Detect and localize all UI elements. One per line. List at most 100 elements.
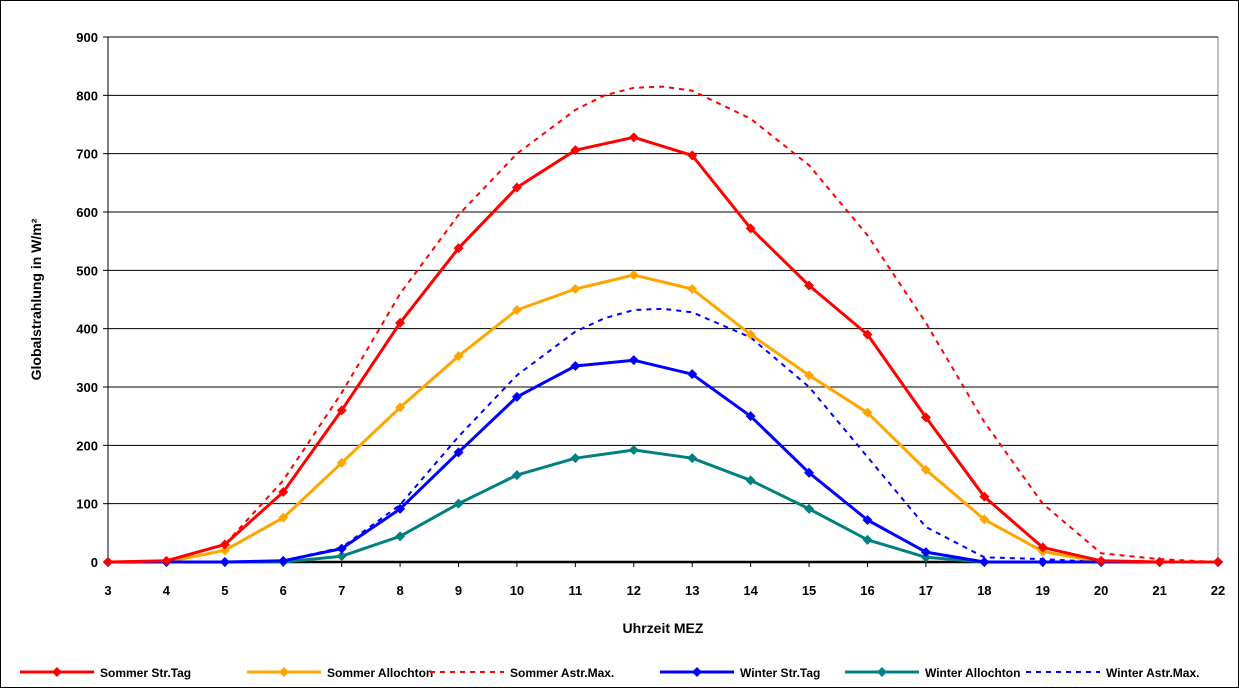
x-tick-label: 3 (104, 583, 111, 598)
data-point (979, 514, 990, 525)
y-tick-label: 600 (76, 205, 98, 220)
data-point (336, 457, 347, 468)
x-tick-label: 6 (280, 583, 287, 598)
x-tick-label: 20 (1094, 583, 1108, 598)
y-tick-label: 700 (76, 147, 98, 162)
data-point (453, 498, 464, 509)
data-point (278, 512, 289, 523)
legend-item-4: Winter Allochton (845, 666, 1020, 680)
x-tick-label: 16 (860, 583, 874, 598)
x-tick-label: 18 (977, 583, 991, 598)
data-point (161, 555, 172, 566)
data-point (862, 407, 873, 418)
data-point (511, 391, 522, 402)
data-point (862, 329, 873, 340)
data-point (453, 351, 464, 362)
legend-item-5: Winter Astr.Max. (1026, 666, 1199, 680)
series-line (108, 273, 1218, 564)
data-point (920, 412, 931, 423)
data-point (745, 411, 756, 422)
y-axis-label: Globalstrahlung in W/m² (28, 218, 44, 380)
x-tick-label: 22 (1211, 583, 1225, 598)
data-point (1154, 557, 1165, 567)
data-point (628, 132, 639, 143)
data-point (687, 284, 698, 294)
data-point (336, 405, 347, 416)
data-point (804, 370, 815, 381)
data-point (570, 453, 581, 464)
legend-marker (877, 667, 887, 677)
series-line (108, 358, 1218, 564)
x-tick-label: 19 (1036, 583, 1050, 598)
legend-label: Winter Astr.Max. (1106, 666, 1199, 680)
data-point (628, 445, 639, 455)
data-point (511, 182, 522, 193)
y-tick-label: 900 (76, 30, 98, 45)
legend-item-1: Sommer Allochton (247, 666, 433, 680)
data-point (1213, 557, 1223, 567)
x-tick-label: 4 (163, 583, 171, 598)
x-tick-label: 15 (802, 583, 816, 598)
legend-marker (692, 667, 702, 677)
data-point (1037, 557, 1048, 567)
legend-label: Sommer Str.Tag (100, 666, 191, 680)
data-point (920, 552, 931, 563)
y-tick-label: 400 (76, 322, 98, 337)
legend-label: Sommer Astr.Max. (510, 666, 614, 680)
series-line (108, 307, 1218, 563)
y-tick-label: 200 (76, 438, 98, 453)
data-point (804, 467, 815, 478)
y-tick-label: 0 (91, 555, 98, 570)
data-point (920, 464, 931, 475)
data-point (453, 243, 464, 254)
data-point (278, 487, 289, 497)
plot-area (107, 36, 1219, 563)
data-point (687, 453, 698, 464)
data-point (395, 402, 406, 413)
data-point (570, 284, 581, 294)
y-tick-label: 500 (76, 263, 98, 278)
data-point (628, 270, 639, 280)
data-point (395, 531, 406, 542)
data-point (570, 361, 581, 371)
data-point (570, 145, 581, 156)
x-tick-label: 7 (338, 583, 345, 598)
data-point (628, 355, 639, 366)
x-tick-label: 9 (455, 583, 462, 598)
x-tick-label: 17 (919, 583, 933, 598)
y-tick-label: 100 (76, 497, 98, 512)
data-point (920, 547, 931, 558)
y-tick-labels: 0 100 200 300 400 500 600 700 800 900 (76, 30, 98, 570)
data-point (804, 503, 815, 514)
data-point (395, 317, 406, 328)
y-tick-label: 300 (76, 380, 98, 395)
data-point (687, 369, 698, 380)
data-point (745, 329, 756, 340)
series-line (107, 135, 1218, 564)
legend-item-2: Sommer Astr.Max. (430, 666, 614, 680)
data-point (219, 539, 230, 550)
data-point (979, 557, 990, 567)
x-tick-label: 11 (568, 583, 582, 598)
data-point (862, 515, 873, 525)
data-point (979, 491, 990, 502)
data-point (687, 150, 698, 161)
series-2 (107, 85, 1219, 563)
data-point (804, 280, 815, 291)
series-line (107, 85, 1219, 563)
data-point (103, 557, 113, 567)
series-5 (108, 307, 1218, 563)
legend-label: Winter Allochton (925, 666, 1020, 680)
legend-marker (279, 667, 289, 677)
data-point (1096, 555, 1107, 566)
legend-item-3: Winter Str.Tag (660, 666, 820, 680)
x-tick-labels: 3 4 5 6 7 8 9 10 11 12 13 14 15 16 17 18 19 20 21 22 (104, 583, 1225, 598)
data-point (453, 447, 464, 458)
legend-marker (52, 667, 62, 677)
data-point (336, 551, 347, 562)
x-tick-label: 10 (510, 583, 524, 598)
legend-label: Sommer Allochton (327, 666, 433, 680)
data-point (745, 475, 756, 486)
data-point (219, 557, 230, 567)
